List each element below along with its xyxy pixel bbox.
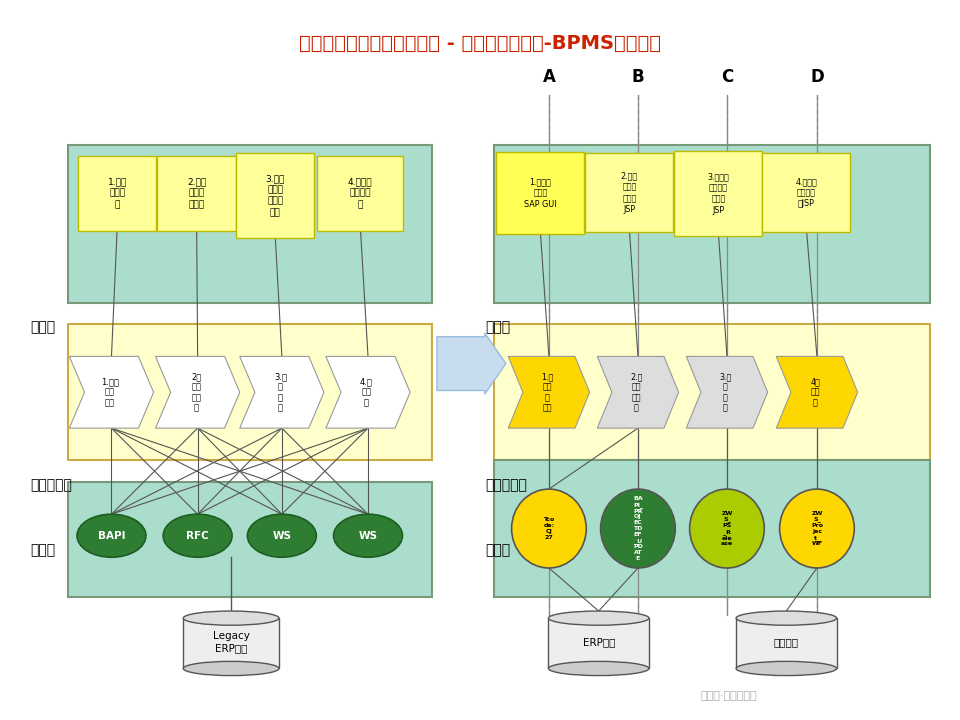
Text: 项目系统: 项目系统 [774,637,799,647]
FancyBboxPatch shape [762,153,851,233]
Text: A: A [542,68,555,86]
Text: 3.项目
筹建处
长审批
界面: 3.项目 筹建处 长审批 界面 [266,175,285,217]
Text: 4.分管主
任审批界
面JSP: 4.分管主 任审批界 面JSP [796,177,817,209]
Text: 4.审
批活
动: 4.审 批活 动 [360,377,372,408]
Text: BA
PI_
PR
OJ
EC
TD
EF
_U
PD
AT
E: BA PI_ PR OJ EC TD EF _U PD AT E [633,496,643,561]
Ellipse shape [548,611,649,625]
Polygon shape [69,356,154,428]
Text: 服务层: 服务层 [485,543,510,557]
FancyBboxPatch shape [494,324,930,460]
Text: 公众号·肉眼品世界: 公众号·肉眼品世界 [701,690,757,701]
FancyArrow shape [437,333,506,394]
Ellipse shape [183,611,279,625]
Ellipse shape [548,662,649,675]
Ellipse shape [77,514,146,557]
Text: 2提
交审
批活
动: 2提 交审 批活 动 [191,372,202,413]
Text: Tco
de:
CJ
27: Tco de: CJ 27 [543,518,555,540]
Ellipse shape [163,514,232,557]
FancyBboxPatch shape [494,460,930,597]
Text: 1.项目
建立
活动: 1.项目 建立 活动 [101,377,119,408]
Ellipse shape [248,514,316,557]
FancyBboxPatch shape [736,618,836,668]
Text: 展现层: 展现层 [30,320,56,335]
Text: 一体化（技术）平台总架构 - 统一的流程交互-BPMS功能方案: 一体化（技术）平台总架构 - 统一的流程交互-BPMS功能方案 [299,34,661,53]
Text: ZW
S_
PS
_R
ele
ase: ZW S_ PS _R ele ase [721,510,733,546]
Polygon shape [508,356,589,428]
Text: B: B [632,68,644,86]
FancyBboxPatch shape [586,153,673,233]
Text: 1.项目建
立界面
SAP GUI: 1.项目建 立界面 SAP GUI [524,178,557,209]
Polygon shape [325,356,410,428]
Text: 4.分管主
任审批界
面: 4.分管主 任审批界 面 [348,178,372,209]
Ellipse shape [736,611,836,625]
Ellipse shape [780,489,854,568]
FancyBboxPatch shape [496,152,585,235]
Text: BAPI: BAPI [98,531,125,541]
Ellipse shape [601,489,675,568]
Text: 1.项目
建立界
面: 1.项目 建立界 面 [108,178,127,209]
FancyBboxPatch shape [494,145,930,302]
Text: 流程整合层: 流程整合层 [30,478,72,492]
Ellipse shape [183,662,279,675]
Text: 2.项目
提交审
批界面
JSP: 2.项目 提交审 批界面 JSP [621,172,637,214]
Text: 3.审
批
活
动: 3.审 批 活 动 [274,372,287,413]
Polygon shape [240,356,324,428]
Text: 流程整合层: 流程整合层 [485,478,527,492]
Text: RFC: RFC [186,531,209,541]
Text: 1.项
目建
立
活动: 1.项 目建 立 活动 [541,372,554,413]
FancyBboxPatch shape [183,618,279,668]
Text: WS: WS [273,531,291,541]
Ellipse shape [689,489,764,568]
FancyBboxPatch shape [317,156,403,231]
FancyBboxPatch shape [236,153,315,238]
FancyBboxPatch shape [78,156,156,231]
Text: 2.提
交审
批活
动: 2.提 交审 批活 动 [631,372,642,413]
Text: ZW
S_
Pro
jec
t_
WF: ZW S_ Pro jec t_ WF [811,510,823,546]
FancyBboxPatch shape [68,324,432,460]
Text: 3.审
批
活
动: 3.审 批 活 动 [719,372,732,413]
Text: WS: WS [358,531,377,541]
Text: 2.项目
提交审
批界面: 2.项目 提交审 批界面 [187,178,206,209]
Text: Legacy
ERP系统: Legacy ERP系统 [213,631,250,653]
Text: 4审
批活
动: 4审 批活 动 [810,377,821,408]
FancyBboxPatch shape [674,151,762,236]
Polygon shape [156,356,240,428]
Ellipse shape [512,489,587,568]
Ellipse shape [333,514,402,557]
FancyBboxPatch shape [68,482,432,597]
Text: D: D [810,68,824,86]
Polygon shape [597,356,679,428]
FancyBboxPatch shape [157,156,236,231]
Polygon shape [777,356,857,428]
Ellipse shape [736,662,836,675]
FancyBboxPatch shape [548,618,649,668]
Text: C: C [721,68,733,86]
Text: ERP系统: ERP系统 [583,637,615,647]
FancyBboxPatch shape [68,145,432,302]
Text: 服务层: 服务层 [30,543,56,557]
Text: 3.项目筹
建处长审
批界面
JSP: 3.项目筹 建处长审 批界面 JSP [708,173,730,215]
Polygon shape [686,356,768,428]
Text: 展现层: 展现层 [485,320,510,335]
